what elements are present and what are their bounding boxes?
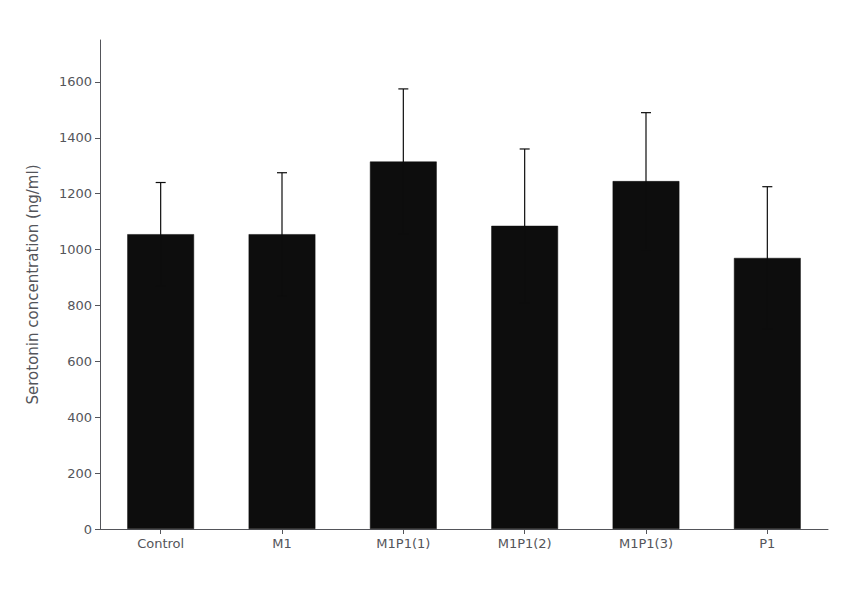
- svg-text:1600: 1600: [59, 74, 92, 89]
- svg-text:600: 600: [67, 354, 92, 369]
- svg-text:1200: 1200: [59, 186, 92, 201]
- svg-text:P1: P1: [759, 536, 775, 551]
- svg-text:M1: M1: [272, 536, 292, 551]
- svg-text:400: 400: [67, 410, 92, 425]
- svg-text:M1P1(3): M1P1(3): [619, 536, 673, 551]
- svg-text:M1P1(2): M1P1(2): [498, 536, 552, 551]
- svg-text:Control: Control: [137, 536, 184, 551]
- svg-text:1400: 1400: [59, 130, 92, 145]
- svg-text:Serotonin concentration (ng/ml: Serotonin concentration (ng/ml): [24, 165, 42, 405]
- svg-text:0: 0: [84, 522, 92, 537]
- svg-text:1000: 1000: [59, 242, 92, 257]
- svg-text:M1P1(1): M1P1(1): [376, 536, 430, 551]
- svg-text:200: 200: [67, 466, 92, 481]
- svg-text:800: 800: [67, 298, 92, 313]
